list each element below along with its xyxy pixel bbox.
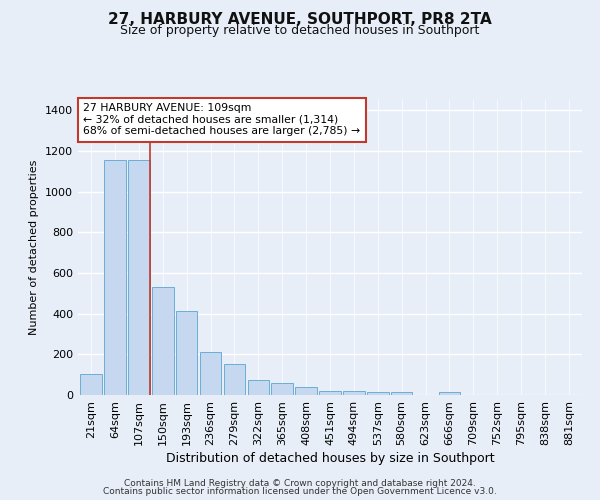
Bar: [391, 392, 412, 395]
X-axis label: Distribution of detached houses by size in Southport: Distribution of detached houses by size …: [166, 452, 494, 465]
Text: 27 HARBURY AVENUE: 109sqm
← 32% of detached houses are smaller (1,314)
68% of se: 27 HARBURY AVENUE: 109sqm ← 32% of detac…: [83, 103, 360, 136]
Text: Contains HM Land Registry data © Crown copyright and database right 2024.: Contains HM Land Registry data © Crown c…: [124, 478, 476, 488]
Bar: [152, 287, 173, 395]
Text: 27, HARBURY AVENUE, SOUTHPORT, PR8 2TA: 27, HARBURY AVENUE, SOUTHPORT, PR8 2TA: [108, 12, 492, 28]
Bar: [176, 310, 197, 395]
Text: Contains public sector information licensed under the Open Government Licence v3: Contains public sector information licen…: [103, 487, 497, 496]
Bar: [271, 383, 293, 395]
Y-axis label: Number of detached properties: Number of detached properties: [29, 160, 40, 335]
Bar: [439, 392, 460, 395]
Bar: [248, 380, 269, 395]
Bar: [200, 352, 221, 395]
Text: Size of property relative to detached houses in Southport: Size of property relative to detached ho…: [121, 24, 479, 37]
Bar: [319, 391, 341, 395]
Bar: [224, 364, 245, 395]
Bar: [295, 387, 317, 395]
Bar: [80, 374, 102, 395]
Bar: [343, 391, 365, 395]
Bar: [367, 392, 389, 395]
Bar: [104, 160, 126, 395]
Bar: [128, 160, 149, 395]
